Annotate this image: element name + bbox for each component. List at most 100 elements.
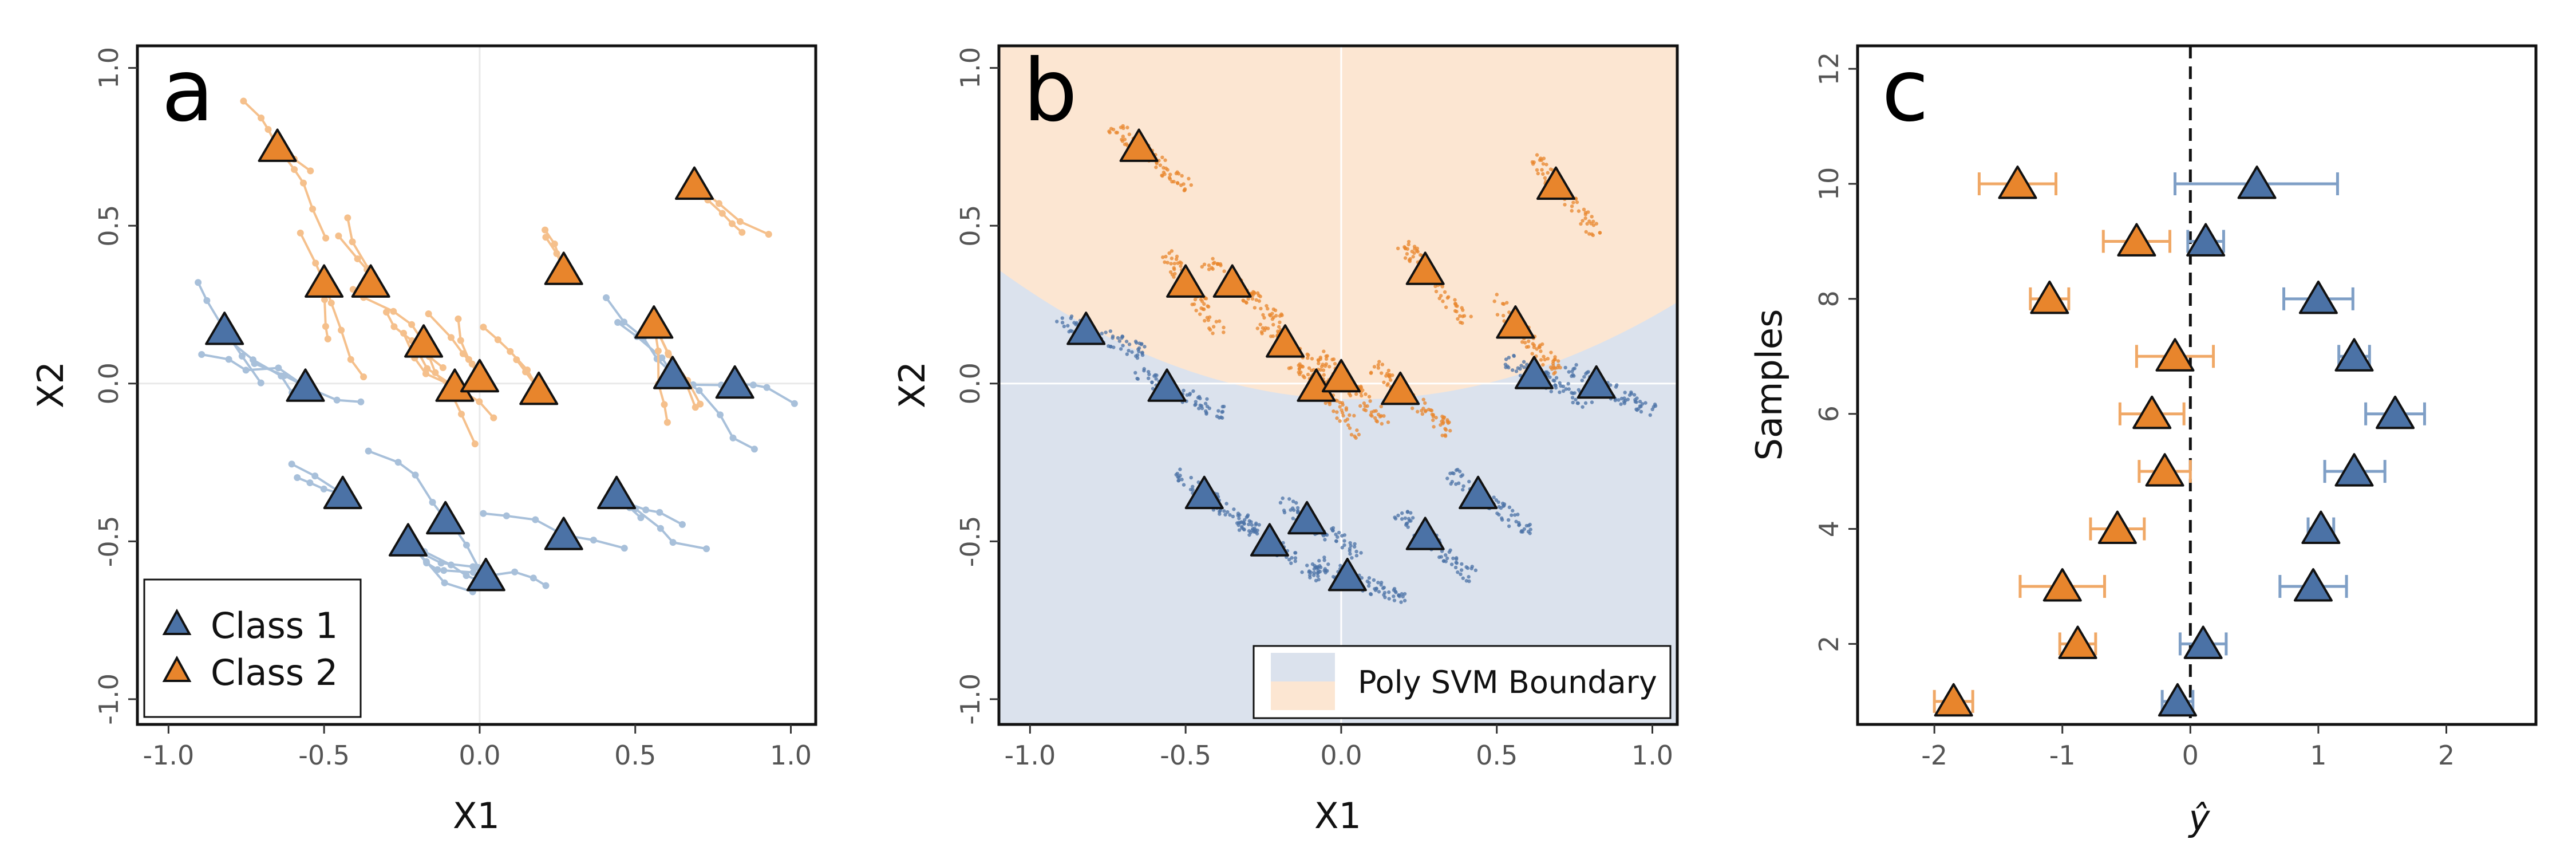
posterior-sample	[1443, 290, 1447, 294]
posterior-sample	[1350, 555, 1354, 560]
posterior-sample	[1334, 533, 1338, 537]
posterior-sample	[1520, 340, 1524, 344]
posterior-sample	[1348, 551, 1352, 556]
posterior-sample	[1382, 414, 1386, 418]
posterior-sample	[1203, 401, 1208, 405]
posterior-sample	[1460, 306, 1464, 310]
posterior-sample	[1236, 523, 1240, 527]
posterior-sample	[1539, 158, 1544, 162]
posterior-sample	[1340, 546, 1344, 550]
posterior-sample	[1135, 356, 1140, 360]
posterior-sample	[1237, 528, 1242, 532]
posterior-sample	[1330, 357, 1334, 362]
posterior-sample	[1575, 200, 1579, 204]
posterior-sample	[1290, 555, 1294, 560]
class1-marker	[323, 475, 362, 510]
posterior-sample	[1577, 388, 1581, 392]
posterior-sample	[1376, 362, 1380, 367]
posterior-sample	[1158, 163, 1163, 167]
posterior-sample	[1170, 257, 1174, 261]
posterior-sample	[1066, 324, 1070, 328]
posterior-sample	[1459, 568, 1464, 572]
posterior-sample	[1460, 487, 1465, 492]
posterior-sample	[1203, 318, 1207, 323]
posterior-sample	[1365, 579, 1369, 584]
class2-marker	[1405, 251, 1445, 285]
legend-box	[143, 578, 362, 718]
posterior-sample	[1535, 347, 1539, 351]
posterior-sample	[1455, 309, 1459, 314]
posterior-sample	[1444, 305, 1448, 309]
panel-b-label: b	[1023, 41, 1077, 141]
class1-marker	[653, 356, 692, 389]
posterior-sample	[1608, 383, 1613, 387]
posterior-sample	[1535, 168, 1539, 172]
posterior-sample	[1259, 306, 1263, 311]
posterior-sample	[1544, 163, 1548, 167]
posterior-sample	[1530, 160, 1535, 164]
posterior-sample	[1648, 413, 1652, 417]
posterior-sample	[1104, 330, 1108, 334]
posterior-sample	[1069, 316, 1073, 320]
posterior-sample	[1352, 545, 1357, 549]
posterior-sample	[1271, 322, 1275, 327]
posterior-sample	[1495, 293, 1499, 297]
posterior-sample	[1416, 409, 1420, 414]
posterior-sample	[1202, 262, 1207, 266]
posterior-sample	[1460, 321, 1464, 325]
posterior-sample	[1289, 366, 1293, 370]
posterior-sample	[1306, 356, 1310, 360]
posterior-sample	[1112, 345, 1116, 349]
posterior-sample	[1246, 297, 1250, 301]
panel-b-frame	[997, 44, 1679, 726]
posterior-sample	[1214, 320, 1219, 324]
posterior-sample	[1055, 320, 1059, 324]
posterior-sample	[1121, 134, 1125, 139]
posterior-sample	[1180, 174, 1184, 178]
posterior-sample	[1505, 301, 1509, 305]
posterior-sample	[1300, 364, 1304, 368]
posterior-sample	[1440, 549, 1444, 553]
posterior-sample	[1357, 432, 1361, 437]
class1-marker	[2334, 338, 2374, 372]
posterior-sample	[1244, 515, 1249, 519]
posterior-sample	[1100, 332, 1104, 336]
posterior-sample	[1310, 357, 1314, 361]
posterior-sample	[1207, 263, 1211, 267]
posterior-sample	[1421, 397, 1425, 401]
class2-marker	[634, 305, 674, 339]
posterior-sample	[1253, 526, 1257, 530]
posterior-sample	[1386, 590, 1391, 594]
x-tick-label: -1	[2049, 740, 2076, 771]
posterior-sample	[1289, 508, 1293, 512]
posterior-sample	[1292, 508, 1296, 512]
class2-marker	[519, 371, 559, 405]
posterior-sample	[1640, 402, 1645, 406]
posterior-sample	[1379, 371, 1384, 375]
posterior-sample	[1294, 501, 1298, 505]
posterior-sample	[1522, 360, 1526, 364]
posterior-sample	[1455, 561, 1459, 565]
posterior-sample	[1629, 392, 1634, 396]
posterior-sample	[1305, 564, 1309, 568]
posterior-sample	[1338, 405, 1342, 409]
posterior-sample	[1372, 365, 1377, 369]
class2-marker	[351, 264, 390, 298]
class2-marker	[2042, 568, 2082, 602]
posterior-sample	[1353, 434, 1357, 439]
posterior-sample	[1301, 374, 1305, 378]
posterior-sample	[1317, 361, 1321, 365]
posterior-sample	[1416, 250, 1420, 254]
posterior-sample	[1332, 409, 1336, 413]
posterior-sample	[1386, 420, 1390, 424]
posterior-sample	[1439, 423, 1443, 427]
posterior-sample	[1218, 512, 1222, 516]
posterior-sample	[1345, 417, 1350, 421]
posterior-sample	[1254, 523, 1258, 527]
y-tick-label: -0.5	[93, 515, 124, 567]
class1-marker	[2301, 510, 2341, 545]
posterior-sample	[1241, 298, 1245, 302]
posterior-sample	[1404, 246, 1408, 251]
posterior-sample	[1384, 374, 1388, 378]
posterior-sample	[1500, 516, 1504, 521]
